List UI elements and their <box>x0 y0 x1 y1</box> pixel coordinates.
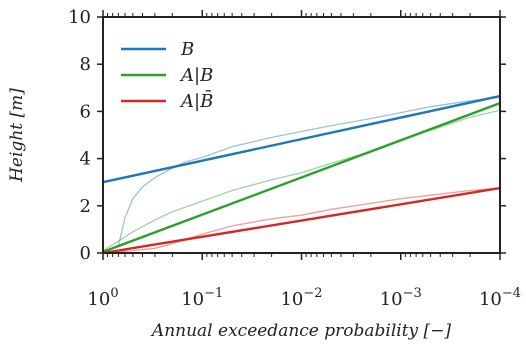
fit-line-3 <box>102 186 501 255</box>
legend-label-2: A|B <box>179 65 213 86</box>
x-tick-label: 10−1 <box>181 286 223 310</box>
x-tick-label: 10−2 <box>280 286 322 310</box>
y-tick-label: 10 <box>68 7 91 28</box>
fit-line-1 <box>102 94 501 184</box>
x-axis-title: Annual exceedance probability [−] <box>150 321 452 341</box>
x-tick-label: 100 <box>87 286 118 310</box>
y-tick-label: 6 <box>80 101 91 122</box>
y-tick-label: 8 <box>80 54 91 75</box>
empirical-curve-1 <box>117 96 501 247</box>
y-tick-label: 0 <box>80 243 91 264</box>
fit-lines <box>102 94 501 255</box>
tick-marks <box>97 10 506 260</box>
tick-labels: 0 2 4 6 8 10 100 10−1 10−2 10−3 10−4 <box>68 7 521 310</box>
y-axis-title: Height [m] <box>7 88 27 183</box>
y-tick-label: 4 <box>80 149 91 170</box>
legend-label-3: A|B̄ <box>179 89 213 112</box>
fit-line-2 <box>102 102 501 253</box>
y-tick-label: 2 <box>80 196 91 217</box>
legend: B A|B A|B̄ <box>121 39 213 112</box>
x-tick-label: 10−4 <box>479 286 521 310</box>
legend-label-1: B <box>180 39 194 60</box>
empirical-curve-3 <box>102 187 501 254</box>
plot-frame <box>102 16 501 254</box>
x-tick-label: 10−3 <box>380 286 422 310</box>
